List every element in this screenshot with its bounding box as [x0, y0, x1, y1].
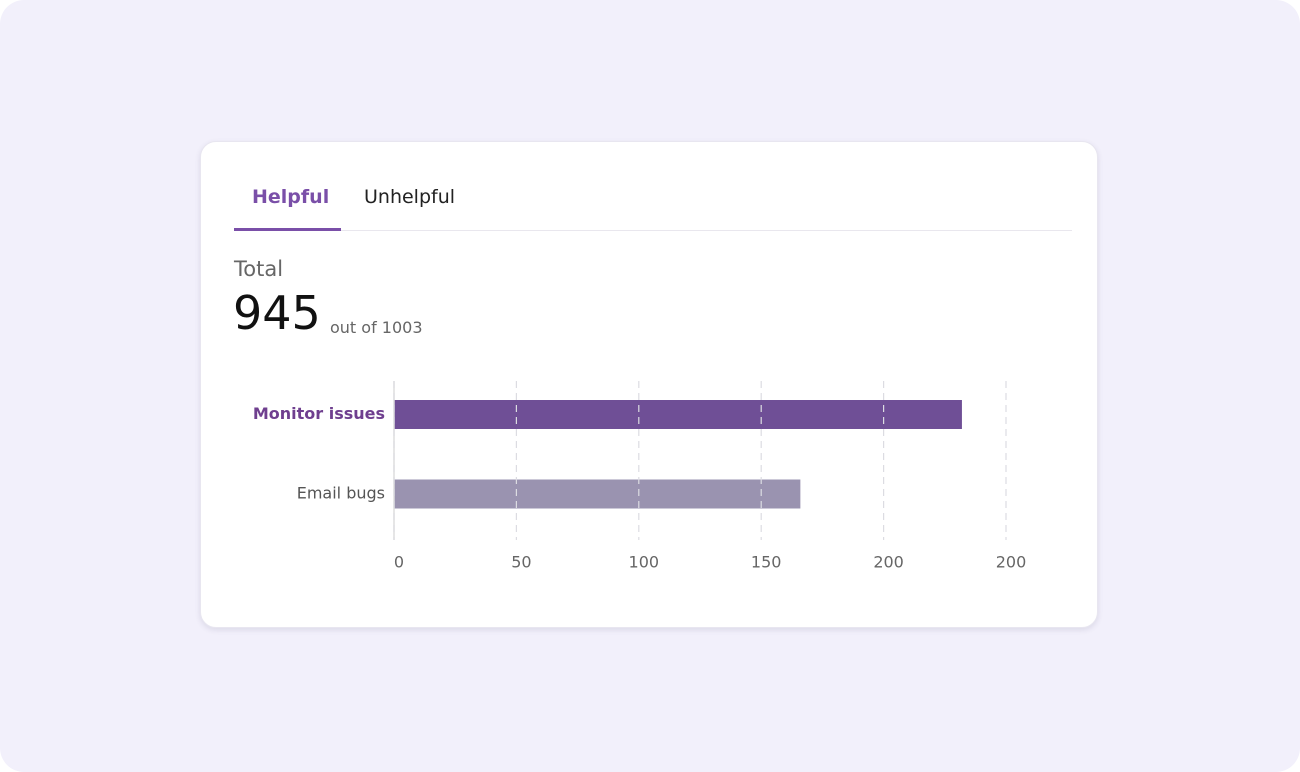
tab[interactable]: Helpful	[252, 186, 330, 208]
x-tick-label: 200	[996, 553, 1027, 572]
card: Helpful Unhelpful Total 945 out of 1003	[200, 141, 1098, 628]
x-tick-label: 100	[629, 553, 660, 572]
bar	[394, 400, 962, 429]
total-value: 945	[233, 286, 321, 340]
y-tick-label: Monitor issues	[253, 404, 385, 423]
x-tick-label: 50	[511, 553, 531, 572]
tab[interactable]: Unhelpful	[364, 186, 456, 208]
bar	[394, 479, 801, 509]
x-tick-label: 0	[394, 553, 404, 572]
y-tick-label: Email bugs	[297, 484, 385, 503]
x-tick-label: 200	[873, 553, 904, 572]
divider	[234, 230, 1072, 231]
tab-indicator	[234, 228, 341, 231]
total-label: Total	[234, 257, 284, 281]
total-suffix: out of 1003	[330, 318, 423, 337]
x-tick-label: 150	[751, 553, 782, 572]
